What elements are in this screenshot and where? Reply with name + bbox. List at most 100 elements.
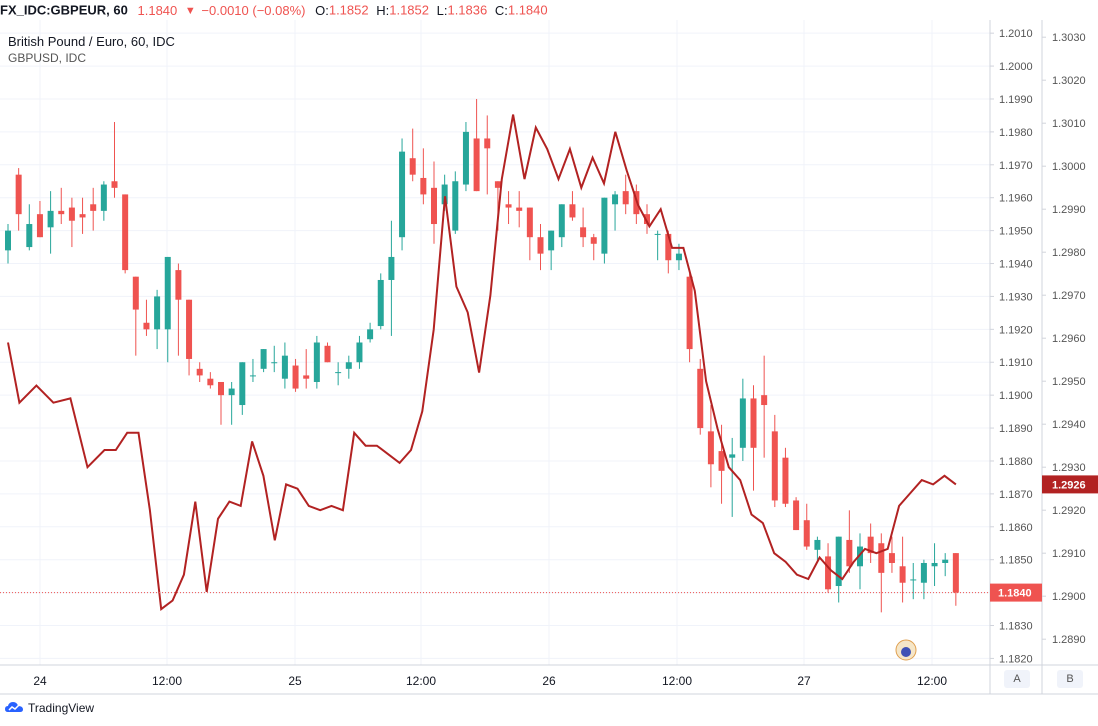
right-axis-label: 1.3030 xyxy=(1052,32,1086,44)
open-label: O: xyxy=(315,2,329,18)
economic-events-flag-icon xyxy=(901,647,911,657)
candle-body xyxy=(580,227,587,238)
candle-body xyxy=(281,355,288,379)
left-axis-label: 1.1900 xyxy=(999,390,1033,402)
candle-body xyxy=(888,553,895,563)
low-value: 1.1836 xyxy=(447,2,488,18)
legend: British Pound / Euro, 60, IDC GBPUSD, ID… xyxy=(8,33,175,67)
footer: TradingView xyxy=(0,697,1098,721)
last-value: 1.1840 xyxy=(137,2,178,18)
candle-body xyxy=(494,181,501,188)
candle-body xyxy=(942,559,949,563)
candle-body xyxy=(739,398,746,448)
time-axis-label: 24 xyxy=(33,674,47,688)
candle-body xyxy=(569,204,576,218)
left-axis-label: 1.1940 xyxy=(999,259,1033,271)
candle-body xyxy=(516,207,523,211)
candle-body xyxy=(526,207,533,238)
candle-body xyxy=(484,138,491,149)
candle-body xyxy=(654,233,661,235)
time-axis-label: 26 xyxy=(542,674,556,688)
left-axis-label: 1.1930 xyxy=(999,291,1033,303)
left-axis-label: 1.1860 xyxy=(999,522,1033,534)
candle-body xyxy=(601,197,608,254)
candle-body xyxy=(857,546,863,567)
right-axis-label: 1.2990 xyxy=(1052,204,1086,216)
candle-body xyxy=(825,556,832,590)
candle-body xyxy=(782,457,789,504)
candle-body xyxy=(143,322,150,330)
last-price-tag xyxy=(990,583,1042,602)
candle-body xyxy=(793,500,800,531)
symbol-name[interactable]: FX_IDC:GBPEUR, 60 xyxy=(0,2,128,18)
candle-body xyxy=(462,131,469,185)
left-axis-label: 1.1890 xyxy=(999,423,1033,435)
candle-body xyxy=(313,342,320,382)
candle-body xyxy=(899,566,906,583)
right-axis-label: 1.3010 xyxy=(1052,118,1086,130)
candle-body xyxy=(367,329,374,340)
time-axis-label: 12:00 xyxy=(406,674,436,688)
candle-body xyxy=(910,579,917,581)
candle-body xyxy=(878,543,885,573)
right-axis-label: 1.2890 xyxy=(1052,634,1086,646)
candle-body xyxy=(920,562,927,583)
left-axis-label: 1.1990 xyxy=(999,94,1033,106)
tradingview-brand: TradingView xyxy=(28,701,95,715)
left-axis-label: 1.1920 xyxy=(999,324,1033,336)
candle-body xyxy=(132,276,139,310)
last-price-label: 1.1840 xyxy=(998,588,1032,600)
right-axis-label: 1.2910 xyxy=(1052,548,1086,560)
candle-body xyxy=(196,368,203,376)
right-axis-label: 1.2970 xyxy=(1052,290,1086,302)
candle-body xyxy=(36,214,43,238)
low-label: L: xyxy=(436,2,448,18)
right-axis-label: 1.2960 xyxy=(1052,333,1086,345)
candle-body xyxy=(622,191,629,205)
right-axis-label: 1.2930 xyxy=(1052,462,1086,474)
candle-body xyxy=(228,388,235,396)
candle-body xyxy=(100,184,107,211)
candle-body xyxy=(771,431,778,501)
candle-body xyxy=(207,378,214,386)
legend-main-series[interactable]: British Pound / Euro, 60, IDC xyxy=(8,34,175,49)
candle-body xyxy=(303,375,310,379)
compare-last-tag xyxy=(1042,475,1098,494)
tradingview-logo[interactable]: TradingView xyxy=(4,701,94,715)
candle-body xyxy=(90,204,97,211)
candle-body xyxy=(399,151,406,238)
left-axis-label: 1.1880 xyxy=(999,456,1033,468)
auto-scale-button[interactable]: A xyxy=(1004,670,1030,688)
candle-body xyxy=(356,342,363,363)
candle-body xyxy=(58,210,65,215)
compare-last-label: 1.2926 xyxy=(1052,479,1086,491)
candle-body xyxy=(175,270,182,300)
down-arrow-icon: ▼ xyxy=(184,4,196,17)
right-axis-label: 1.2950 xyxy=(1052,376,1086,388)
right-axis-label: 1.2940 xyxy=(1052,419,1086,431)
candle-body xyxy=(420,177,427,195)
left-axis-label: 1.2000 xyxy=(999,61,1033,73)
candle-body xyxy=(249,375,256,377)
time-axis-label: 12:00 xyxy=(152,674,182,688)
time-axis-label: 27 xyxy=(797,674,811,688)
candle-body xyxy=(686,276,693,350)
candle-body xyxy=(5,230,11,251)
candle-body xyxy=(292,365,299,389)
legend-compare-series[interactable]: GBPUSD, IDC xyxy=(8,51,87,65)
candle-body xyxy=(111,181,118,188)
candle-body xyxy=(952,553,959,593)
candle-body xyxy=(271,362,278,364)
candle-body xyxy=(388,256,395,280)
candle-body xyxy=(505,204,512,208)
left-axis-label: 1.1870 xyxy=(999,489,1033,501)
left-axis-label: 1.1910 xyxy=(999,357,1033,369)
left-axis-label: 1.1830 xyxy=(999,621,1033,633)
candle-body xyxy=(729,454,736,458)
left-axis-label: 1.1980 xyxy=(999,127,1033,139)
log-scale-button[interactable]: B xyxy=(1057,670,1083,688)
time-axis-label: 12:00 xyxy=(662,674,692,688)
left-axis-label: 1.1850 xyxy=(999,555,1033,567)
open-value: 1.1852 xyxy=(328,2,369,18)
